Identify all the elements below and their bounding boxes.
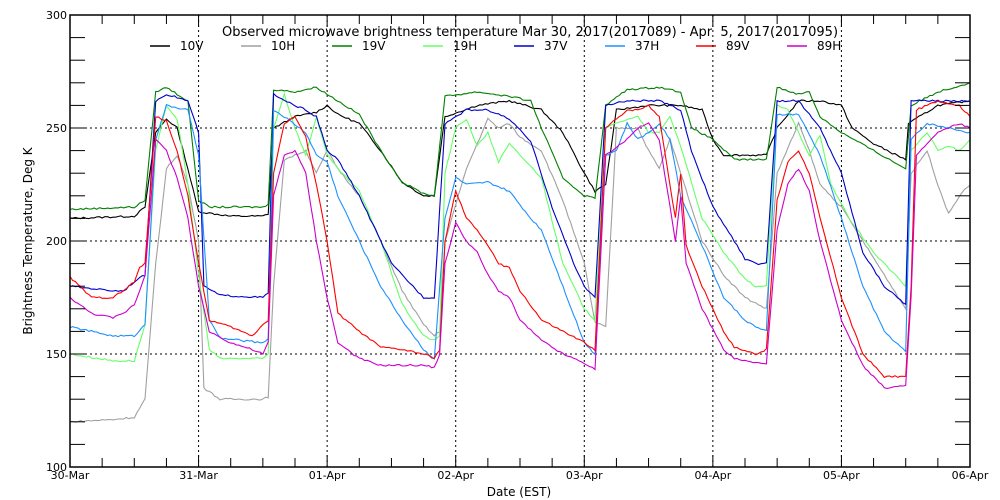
series-line-89h [70, 122, 970, 389]
y-tick-label: 250 [46, 122, 67, 135]
x-tick-label: 04-Apr [694, 469, 731, 482]
series-line-19h [70, 91, 970, 363]
axes: 100 150 200 250 300 30-Mar 31-Mar 01-Apr 02-Apr 0… [46, 9, 989, 482]
legend-label-10v: 10V [180, 39, 204, 53]
legend-label-37h: 37H [635, 39, 659, 53]
x-tick-label: 06-Apr [952, 469, 989, 482]
series-line-10h [70, 117, 970, 423]
y-tick-label: 200 [46, 235, 67, 248]
series-group [70, 82, 970, 423]
legend-label-10h: 10H [271, 39, 295, 53]
series-line-37v [70, 92, 970, 306]
series-line-89v [70, 100, 970, 379]
legend-label-89v: 89V [726, 39, 750, 53]
x-tick-label: 05-Apr [823, 469, 860, 482]
y-tick-label: 150 [46, 348, 67, 361]
x-axis-label: Date (EST) [487, 485, 551, 499]
series-line-19v [70, 82, 970, 211]
legend-label-19h: 19H [453, 39, 477, 53]
x-tick-label: 31-Mar [179, 469, 218, 482]
legend-label-19v: 19V [362, 39, 386, 53]
legend-label-89h: 89H [817, 39, 841, 53]
y-tick-label: 300 [46, 9, 67, 22]
y-tick-label: 100 [46, 461, 67, 474]
legend: 10V 10H 19V 19H 37V 37H 89V 89H [150, 39, 841, 53]
legend-label-37v: 37V [544, 39, 568, 53]
x-tick-label: 03-Apr [566, 469, 603, 482]
y-axis-label: Brightness Temperature, Deg K [21, 146, 35, 334]
chart-title: Observed microwave brightness temperatur… [222, 25, 838, 40]
x-tick-label: 02-Apr [437, 469, 474, 482]
grid [70, 15, 970, 467]
series-line-10v [70, 99, 970, 220]
x-tick-label: 30-Mar [51, 469, 90, 482]
x-tick-label: 01-Apr [309, 469, 346, 482]
